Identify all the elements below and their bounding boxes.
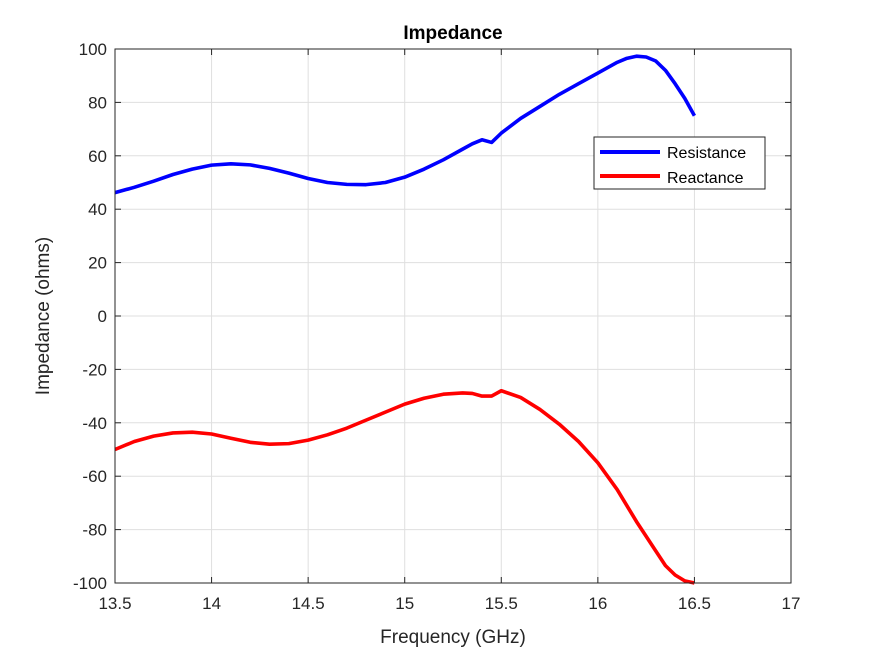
x-axis-title: Frequency (GHz) [380,627,526,648]
legend: Resistance Reactance [593,136,766,190]
y-tick-label: -60 [82,467,107,486]
x-tick-label: 15 [395,594,414,613]
y-tick-label: -20 [82,360,107,379]
y-tick-label: 0 [98,307,107,326]
y-tick-label: -80 [82,521,107,540]
y-tick-label: -40 [82,414,107,433]
axis-ticks: 13.5 14 14.5 15 15.5 16 16.5 17 100 80 60 40 20 0 -20 -… [73,40,800,613]
y-tick-label: -100 [73,574,107,593]
chart-title: Impedance [403,23,502,44]
x-tick-label: 14 [202,594,221,613]
x-tick-label: 16 [588,594,607,613]
x-tick-label: 13.5 [98,594,131,613]
x-tick-label: 14.5 [292,594,325,613]
x-tick-label: 15.5 [485,594,518,613]
y-tick-label: 40 [88,200,107,219]
legend-label-resistance: Resistance [667,145,746,162]
series-line-reactance [114,388,695,585]
legend-label-reactance: Reactance [667,170,744,187]
y-tick-label: 20 [88,254,107,273]
x-tick-label: 17 [782,594,801,613]
y-tick-label: 80 [88,93,107,112]
series-lines [114,54,697,585]
legend-box [593,136,766,190]
y-tick-label: 60 [88,147,107,166]
y-axis-title: Impedance (ohms) [33,237,54,395]
x-tick-label: 16.5 [678,594,711,613]
series-line-resistance [114,54,697,195]
y-tick-label: 100 [79,40,107,59]
